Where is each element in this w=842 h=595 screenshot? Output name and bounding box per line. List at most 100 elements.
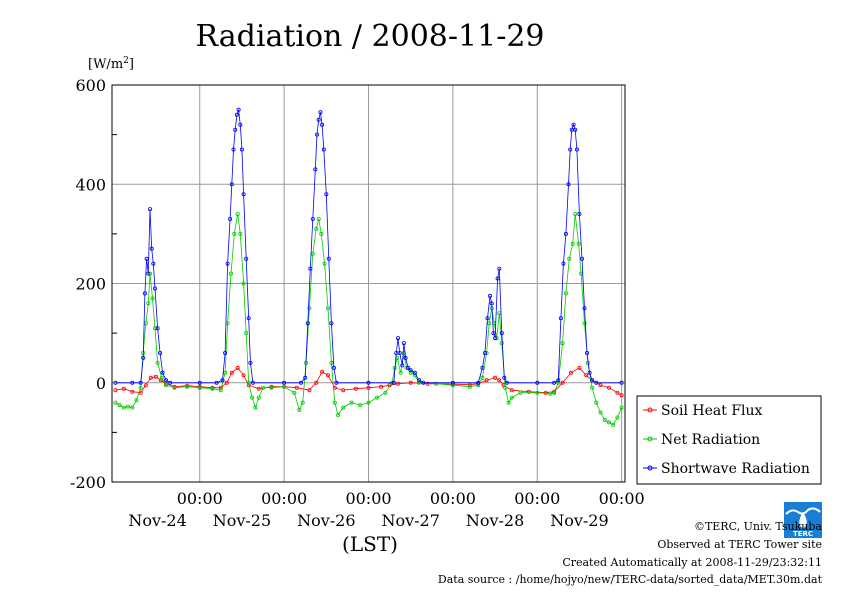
data-point bbox=[509, 388, 514, 393]
data-point bbox=[535, 380, 540, 385]
x-tick-time-label: 00:00 bbox=[261, 489, 307, 508]
data-point bbox=[155, 326, 160, 331]
data-point bbox=[341, 388, 346, 393]
data-point bbox=[506, 400, 511, 405]
x-tick-time-label: 00:00 bbox=[599, 489, 645, 508]
data-point bbox=[130, 389, 135, 394]
data-point bbox=[585, 350, 590, 355]
data-point bbox=[421, 380, 426, 385]
legend-box bbox=[636, 395, 822, 485]
data-point bbox=[322, 261, 327, 266]
footer-observed: Observed at TERC Tower site bbox=[657, 538, 822, 551]
data-point bbox=[417, 378, 422, 383]
data-point bbox=[235, 211, 240, 216]
data-point bbox=[391, 380, 396, 385]
data-point bbox=[619, 380, 624, 385]
data-point bbox=[218, 388, 223, 393]
data-point bbox=[163, 378, 168, 383]
data-point bbox=[480, 365, 485, 370]
data-point bbox=[570, 241, 575, 246]
data-point bbox=[146, 301, 151, 306]
data-point bbox=[113, 400, 118, 405]
data-point bbox=[223, 350, 228, 355]
series-shortwave-radiation bbox=[113, 107, 624, 385]
data-point bbox=[412, 370, 417, 375]
data-point bbox=[225, 261, 230, 266]
data-point bbox=[615, 390, 620, 395]
data-point bbox=[401, 350, 406, 355]
data-point bbox=[547, 391, 552, 396]
data-point bbox=[598, 383, 603, 388]
data-point bbox=[172, 385, 177, 390]
data-point bbox=[535, 390, 540, 395]
terc-logo: TERC bbox=[784, 502, 822, 538]
data-point bbox=[150, 296, 155, 301]
data-point bbox=[151, 261, 156, 266]
data-point bbox=[143, 383, 148, 388]
data-point bbox=[297, 407, 302, 412]
data-point bbox=[233, 127, 238, 132]
data-point bbox=[491, 331, 496, 336]
data-point bbox=[395, 336, 400, 341]
data-point bbox=[582, 306, 587, 311]
x-tick-time-label: 00:00 bbox=[514, 489, 560, 508]
data-point bbox=[138, 385, 143, 390]
data-point bbox=[615, 415, 620, 420]
data-point bbox=[408, 370, 413, 375]
data-point bbox=[397, 350, 402, 355]
data-point bbox=[502, 375, 507, 380]
data-point bbox=[260, 385, 265, 390]
data-point bbox=[331, 365, 336, 370]
data-point bbox=[185, 384, 190, 389]
data-point bbox=[433, 381, 438, 386]
data-point bbox=[300, 400, 305, 405]
data-point bbox=[334, 380, 339, 385]
data-point bbox=[607, 385, 612, 390]
data-point bbox=[552, 380, 557, 385]
data-point bbox=[253, 405, 258, 410]
footer-copyright: ©TERC, Univ. Tsukuba bbox=[694, 520, 822, 533]
data-point bbox=[320, 369, 325, 374]
data-point bbox=[256, 386, 261, 391]
data-point bbox=[244, 331, 249, 336]
data-point bbox=[493, 375, 498, 380]
data-point bbox=[329, 360, 334, 365]
data-point bbox=[408, 380, 413, 385]
data-point bbox=[214, 380, 219, 385]
data-point bbox=[576, 241, 581, 246]
data-point bbox=[238, 122, 243, 127]
x-axis-ticks: 00:00 Nov-24 00:00 Nov-25 00:00 Nov-26 00:00 No… bbox=[128, 489, 644, 530]
data-point bbox=[326, 256, 331, 261]
data-point bbox=[153, 374, 158, 379]
data-point bbox=[594, 400, 599, 405]
data-point bbox=[563, 231, 568, 236]
data-point bbox=[229, 370, 234, 375]
data-point bbox=[349, 400, 354, 405]
footer-source: Data source : /home/hojyo/new/TERC-data/… bbox=[438, 573, 823, 586]
data-point bbox=[224, 380, 229, 385]
data-point bbox=[314, 132, 319, 137]
data-point bbox=[417, 380, 422, 385]
data-point bbox=[526, 389, 531, 394]
data-point bbox=[560, 341, 565, 346]
x-tick-date-label: Nov-28 bbox=[466, 511, 524, 530]
data-point bbox=[567, 256, 572, 261]
data-point bbox=[325, 306, 330, 311]
data-point bbox=[308, 266, 313, 271]
data-point bbox=[232, 231, 237, 236]
data-point bbox=[305, 321, 310, 326]
data-point bbox=[518, 390, 523, 395]
data-point bbox=[582, 321, 587, 326]
x-axis-label: (LST) bbox=[342, 532, 398, 556]
data-point bbox=[467, 384, 472, 389]
y-tick-label: -200 bbox=[70, 473, 106, 492]
data-point bbox=[374, 395, 379, 400]
data-point bbox=[250, 380, 255, 385]
data-point bbox=[580, 256, 585, 261]
legend-label: Shortwave Radiation bbox=[661, 461, 810, 477]
logo-text: TERC bbox=[793, 530, 813, 538]
data-point bbox=[220, 378, 225, 383]
data-point bbox=[573, 127, 578, 132]
series-line bbox=[115, 109, 622, 384]
